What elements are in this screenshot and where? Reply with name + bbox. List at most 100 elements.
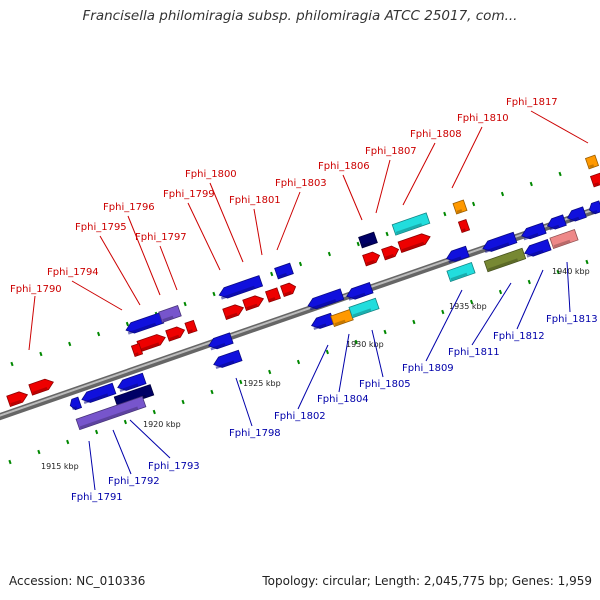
upper-tick-mark [529,181,533,187]
gene-label[interactable]: Fphi_1800 [185,169,237,180]
forward-gene-arrow[interactable] [217,275,264,301]
reverse-gene-arrow[interactable] [566,206,587,223]
forward-gene-arrow[interactable] [184,319,198,335]
reverse-gene-arrow[interactable] [345,282,374,302]
gene-label[interactable]: Fphi_1792 [108,476,160,487]
gene-label[interactable]: Fphi_1790 [10,284,62,295]
reverse-gene-arrow[interactable] [207,332,234,351]
gene-leader-line [338,333,350,393]
reverse-gene-arrow[interactable] [483,247,527,273]
reverse-gene-arrow[interactable] [306,288,345,311]
gene-leader-line [71,280,123,311]
upper-tick-mark [385,231,389,237]
gene-label[interactable]: Fphi_1803 [275,178,327,189]
lower-tick-mark [325,349,329,355]
forward-gene-arrow[interactable] [165,325,187,342]
reverse-gene-arrow[interactable] [588,200,600,215]
gene-leader-line [451,126,483,189]
reverse-gene-arrow[interactable] [75,395,147,431]
lower-tick-mark [470,299,474,305]
forward-gene-arrow[interactable] [362,250,382,267]
gene-label[interactable]: Fphi_1802 [274,411,326,422]
lower-tick-mark [181,399,185,405]
gene-label[interactable]: Fphi_1795 [75,222,127,233]
upper-tick-mark [212,291,216,297]
forward-gene-arrow[interactable] [158,305,182,323]
forward-gene-arrow[interactable] [274,262,294,280]
gene-leader-line [342,174,363,221]
reverse-gene-arrow[interactable] [330,309,354,327]
lower-tick-mark [354,339,358,345]
reverse-gene-arrow[interactable] [481,231,518,254]
reverse-gene-arrow[interactable] [212,349,243,370]
gene-label[interactable]: Fphi_1817 [506,97,558,108]
gene-label[interactable]: Fphi_1813 [546,314,598,325]
gene-label[interactable]: Fphi_1798 [229,428,281,439]
gene-leader-line [127,215,161,296]
forward-gene-arrow[interactable] [589,172,600,188]
gene-label[interactable]: Fphi_1793 [148,461,200,472]
forward-gene-arrow[interactable] [358,231,378,249]
forward-gene-arrow[interactable] [130,342,144,358]
upper-tick-mark [472,201,476,207]
gene-label[interactable]: Fphi_1809 [402,363,454,374]
gene-label[interactable]: Fphi_1806 [318,161,370,172]
gene-label[interactable]: Fphi_1807 [365,146,417,157]
forward-gene-arrow[interactable] [265,287,281,303]
gene-leader-line [88,440,96,491]
reverse-gene-arrow[interactable] [68,396,83,411]
gene-label[interactable]: Fphi_1797 [135,232,187,243]
gene-leader-line [371,329,384,378]
forward-gene-arrow[interactable] [28,377,55,396]
forward-gene-arrow[interactable] [584,154,600,170]
forward-gene-arrow[interactable] [381,244,401,261]
lower-tick-mark [37,449,41,455]
gene-label[interactable]: Fphi_1794 [47,267,99,278]
forward-gene-arrow[interactable] [280,282,298,297]
upper-tick-mark [298,261,303,267]
scale-label: 1920 kbp [143,420,181,429]
gene-label[interactable]: Fphi_1791 [71,492,123,503]
forward-gene-arrow[interactable] [391,212,431,236]
gene-label[interactable]: Fphi_1808 [410,129,462,140]
forward-gene-arrow[interactable] [6,390,29,407]
forward-gene-arrow[interactable] [242,294,265,311]
reverse-gene-arrow[interactable] [348,297,380,319]
upper-tick-mark [356,241,360,247]
gene-label[interactable]: Fphi_1812 [493,331,545,342]
gene-label[interactable]: Fphi_1805 [359,379,411,390]
gene-leader-line [530,110,589,144]
forward-gene-arrow[interactable] [222,303,245,320]
gene-leader-line [129,419,171,459]
gene-label[interactable]: Fphi_1799 [163,189,215,200]
lower-tick-mark [239,379,243,385]
gene-leader-line [187,202,221,271]
gene-leader-line [159,245,178,291]
gene-label[interactable]: Fphi_1804 [317,394,369,405]
reverse-gene-arrow[interactable] [549,229,579,249]
gene-label[interactable]: Fphi_1796 [103,202,155,213]
reverse-gene-arrow[interactable] [523,239,552,259]
lower-tick-mark [556,269,560,275]
upper-tick-mark [327,251,331,257]
gene-leader-line [99,235,141,306]
reverse-gene-arrow[interactable] [546,214,567,231]
forward-gene-arrow[interactable] [397,232,432,253]
forward-gene-arrow[interactable] [136,332,167,353]
gene-label[interactable]: Fphi_1810 [457,113,509,124]
forward-gene-arrow[interactable] [452,199,468,215]
reverse-gene-arrow[interactable] [520,222,547,241]
gene-label[interactable]: Fphi_1811 [448,347,500,358]
scale-label: 1915 kbp [41,462,79,471]
reverse-gene-arrow[interactable] [445,245,470,264]
reverse-gene-arrow[interactable] [116,372,147,393]
forward-gene-arrow[interactable] [124,312,165,336]
gene-leader-line [209,182,244,263]
upper-tick-mark [500,191,505,197]
reverse-gene-arrow[interactable] [446,262,476,282]
forward-gene-arrow[interactable] [457,218,471,234]
reverse-gene-arrow[interactable] [80,382,117,405]
gene-label[interactable]: Fphi_1801 [229,195,281,206]
upper-tick-mark [97,331,101,337]
